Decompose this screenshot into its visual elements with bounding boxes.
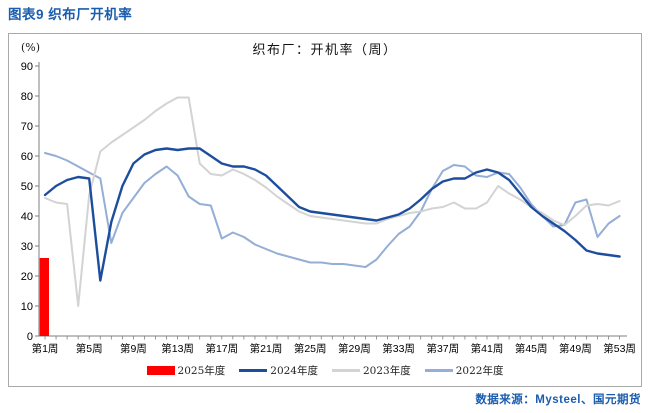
y-tick-label: 10 <box>21 301 33 313</box>
legend-item-2022: 2022年度 <box>424 363 504 378</box>
y-tick-label: 20 <box>21 271 33 283</box>
legend-item-2025: 2025年度 <box>146 363 226 378</box>
x-tick-label: 第9周 <box>120 342 147 355</box>
y-tick-label: 60 <box>21 151 33 163</box>
x-tick-label: 第45周 <box>515 342 548 355</box>
line-2022年度 <box>44 152 621 268</box>
x-tick-label: 第21周 <box>250 342 283 355</box>
x-tick-label: 第29周 <box>338 342 371 355</box>
legend-label-2022: 2022年度 <box>455 365 504 377</box>
legend-swatch-2022 <box>424 369 453 372</box>
chart-legend: 2025年度 2024年度 2023年度 2022年度 <box>9 363 641 378</box>
legend-swatch-2025 <box>146 366 175 375</box>
legend-item-2024: 2024年度 <box>239 363 318 378</box>
legend-label-2024: 2024年度 <box>270 365 318 377</box>
chart-frame: (%) 织布厂：开机率（周） 0 10 20 30 40 50 60 70 80 90 第1周 第5周… <box>8 33 642 387</box>
data-source-label: 数据来源：Mysteel、国元期货 <box>475 394 641 406</box>
x-tick-label: 第17周 <box>205 342 238 355</box>
line-2023年度 <box>44 96 621 307</box>
y-tick-label: 90 <box>21 61 33 73</box>
y-tick-label: 80 <box>21 91 33 103</box>
legend-swatch-2024 <box>239 369 268 372</box>
x-tick-label: 第13周 <box>161 342 194 355</box>
x-tick-label: 第41周 <box>471 342 504 355</box>
axes <box>38 62 627 337</box>
legend-label-2025: 2025年度 <box>177 365 226 377</box>
y-tick-label: 0 <box>27 331 33 343</box>
x-tick-label: 第5周 <box>76 342 103 355</box>
x-tick-label: 第25周 <box>294 342 327 355</box>
legend-item-2023: 2023年度 <box>332 363 411 378</box>
x-tick-label: 第49周 <box>559 342 592 355</box>
line-2024年度 <box>43 147 621 282</box>
page-title: 图表9 织布厂开机率 <box>8 7 133 22</box>
y-tick-label: 70 <box>21 121 33 133</box>
x-tick-label: 第37周 <box>426 342 459 355</box>
x-tick-label: 第33周 <box>382 342 415 355</box>
y-tick-label: 50 <box>21 181 33 193</box>
bar-2025 <box>39 258 49 336</box>
y-axis-unit-label: (%) <box>21 41 41 54</box>
y-tick-label: 30 <box>21 241 33 253</box>
y-tick-label: 40 <box>21 211 33 223</box>
x-tick-label: 第1周 <box>32 342 59 355</box>
x-tick-label: 第53周 <box>603 342 636 355</box>
chart-title: 织布厂：开机率（周） <box>252 43 398 58</box>
legend-label-2023: 2023年度 <box>363 365 411 377</box>
operating-rate-chart: 0 10 20 30 40 50 60 70 80 90 第1周 第5周 第9周 第13周 第17周 第21周… <box>21 61 636 355</box>
legend-swatch-2023 <box>332 369 360 372</box>
